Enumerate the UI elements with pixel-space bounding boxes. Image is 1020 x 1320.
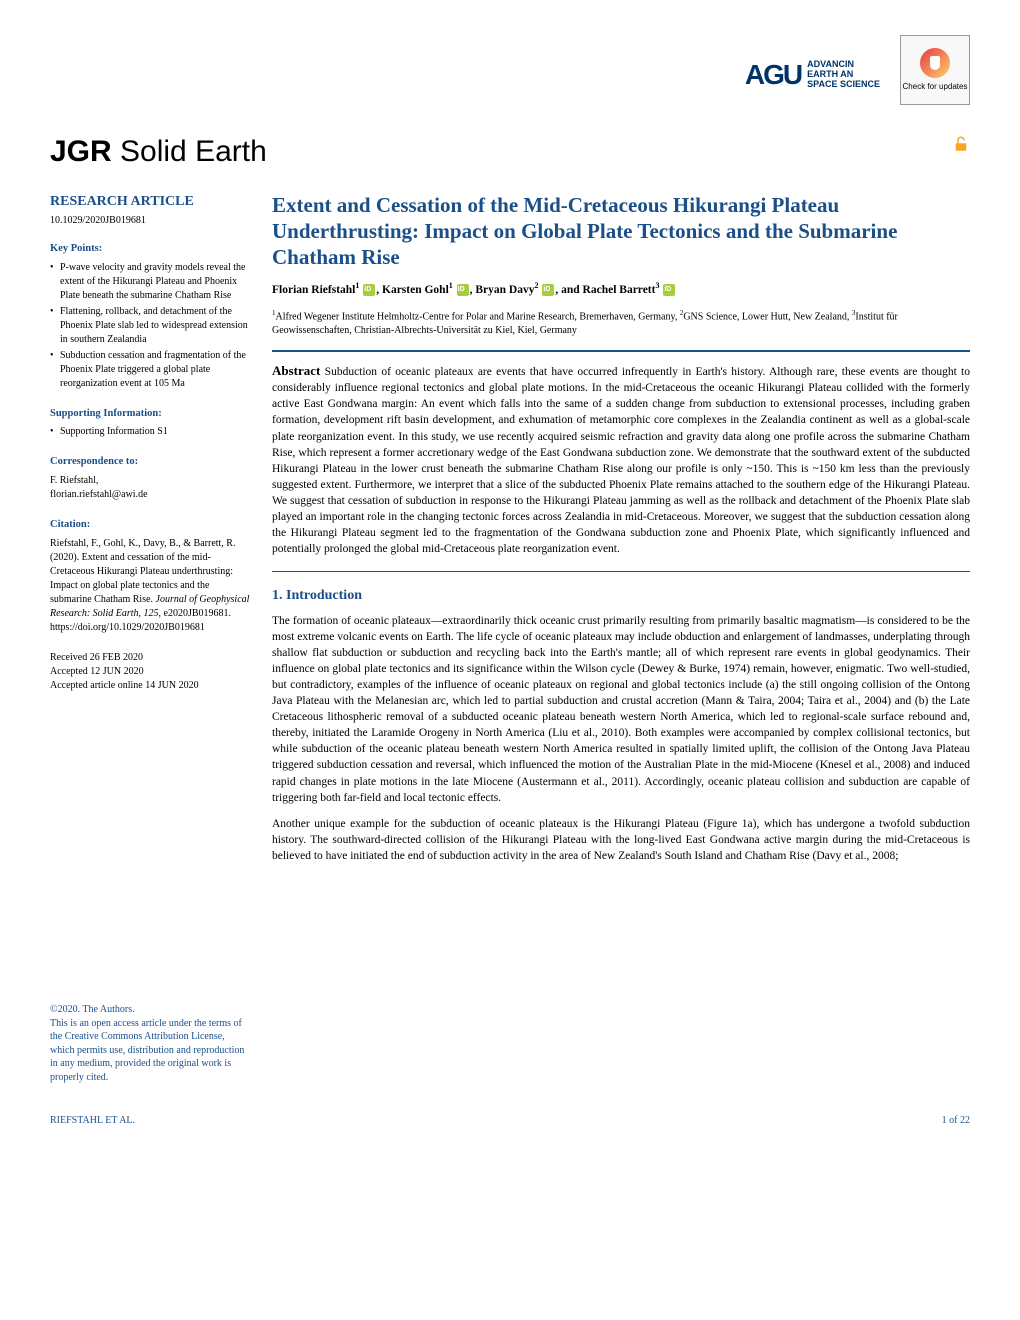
date-received: Received 26 FEB 2020 <box>50 651 250 665</box>
dates-section: Received 26 FEB 2020 Accepted 12 JUN 202… <box>50 651 250 693</box>
authors-line: Florian Riefstahl1 , Karsten Gohl1 , Bry… <box>272 280 970 299</box>
correspondence-name: F. Riefstahl, <box>50 474 250 488</box>
citation-section: Citation: Riefstahl, F., Gohl, K., Davy,… <box>50 518 250 635</box>
correspondence-heading: Correspondence to: <box>50 455 250 470</box>
journal-title: JGR Solid Earth <box>50 130 970 174</box>
divider <box>272 571 970 572</box>
key-points-list: P-wave velocity and gravity models revea… <box>50 261 250 391</box>
orcid-icon[interactable] <box>457 284 469 296</box>
publisher-logo: AGU ADVANCIN EARTH AN SPACE SCIENCE <box>745 55 880 96</box>
citation-heading: Citation: <box>50 518 250 533</box>
main-content: Extent and Cessation of the Mid-Cretaceo… <box>272 192 970 1085</box>
divider <box>272 350 970 352</box>
header: AGU ADVANCIN EARTH AN SPACE SCIENCE Chec… <box>50 30 970 120</box>
footer-author: RIEFSTAHL ET AL. <box>50 1114 135 1129</box>
supporting-info-section: Supporting Information: Supporting Infor… <box>50 407 250 440</box>
doi: 10.1029/2020JB019681 <box>50 214 250 228</box>
abstract: Abstract Subduction of oceanic plateaux … <box>272 362 970 557</box>
abstract-label: Abstract <box>272 363 320 378</box>
supporting-heading: Supporting Information: <box>50 407 250 422</box>
orcid-icon[interactable] <box>363 284 375 296</box>
page-footer: RIEFSTAHL ET AL. 1 of 22 <box>50 1114 970 1129</box>
footer-page: 1 of 22 <box>942 1114 970 1129</box>
citation-text: Riefstahl, F., Gohl, K., Davy, B., & Bar… <box>50 537 250 635</box>
intro-para-1: The formation of oceanic plateaux—extrao… <box>272 613 970 806</box>
agu-tagline: ADVANCIN EARTH AN SPACE SCIENCE <box>807 60 880 90</box>
key-points-section: Key Points: P-wave velocity and gravity … <box>50 242 250 391</box>
supporting-item[interactable]: Supporting Information S1 <box>50 425 250 439</box>
open-access-lock-icon <box>952 135 970 153</box>
check-updates-badge[interactable]: Check for updates <box>900 35 970 105</box>
key-point-item: P-wave velocity and gravity models revea… <box>50 261 250 303</box>
sidebar: RESEARCH ARTICLE 10.1029/2020JB019681 Ke… <box>50 192 250 1085</box>
copyright-text: This is an open access article under the… <box>50 1017 250 1085</box>
date-accepted: Accepted 12 JUN 2020 <box>50 665 250 679</box>
date-online: Accepted article online 14 JUN 2020 <box>50 679 250 693</box>
correspondence-email[interactable]: florian.riefstahl@awi.de <box>50 488 250 502</box>
copyright-section: ©2020. The Authors. This is an open acce… <box>50 1003 250 1085</box>
section-heading-introduction: 1. Introduction <box>272 586 970 606</box>
affiliations: 1Alfred Wegener Institute Helmholtz-Cent… <box>272 309 970 338</box>
supporting-list: Supporting Information S1 <box>50 425 250 439</box>
orcid-icon[interactable] <box>663 284 675 296</box>
key-points-heading: Key Points: <box>50 242 250 257</box>
copyright-line: ©2020. The Authors. <box>50 1003 250 1017</box>
intro-para-2: Another unique example for the subductio… <box>272 816 970 864</box>
paper-title: Extent and Cessation of the Mid-Cretaceo… <box>272 192 970 271</box>
agu-logo-abbr: AGU <box>745 55 801 96</box>
crossmark-icon <box>920 48 950 78</box>
key-point-item: Flattening, rollback, and detachment of … <box>50 305 250 347</box>
article-type: RESEARCH ARTICLE <box>50 192 250 212</box>
orcid-icon[interactable] <box>542 284 554 296</box>
correspondence-section: Correspondence to: F. Riefstahl, florian… <box>50 455 250 502</box>
key-point-item: Subduction cessation and fragmentation o… <box>50 349 250 391</box>
